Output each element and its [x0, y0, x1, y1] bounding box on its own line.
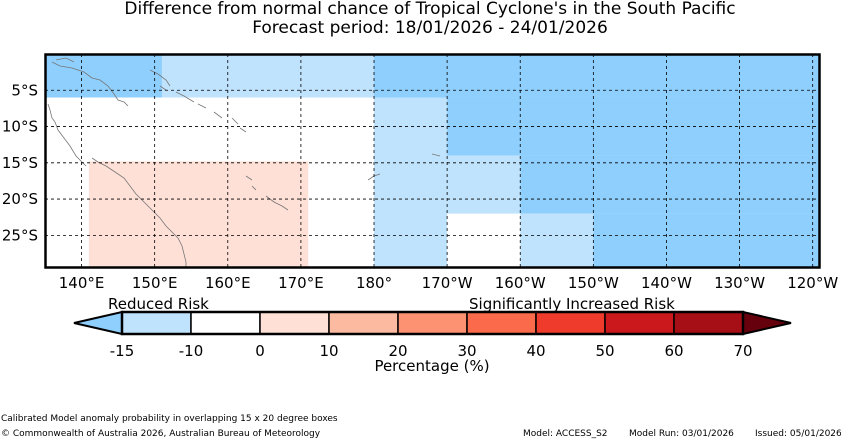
lat-tick-label: 10°S — [2, 118, 38, 136]
anomaly-cell-3 — [374, 97, 448, 268]
longitude-labels: 140°E 150°E 160°E 170°E 180° 170°W 160°W 150°W 1… — [59, 274, 839, 292]
colorbar-segment — [121, 311, 192, 335]
anomaly-cell-9 — [88, 97, 309, 162]
anomaly-cell-6 — [520, 155, 820, 214]
footer-model: Model: ACCESS_S2 — [523, 429, 608, 439]
lat-tick-label: 25°S — [2, 226, 38, 244]
lon-tick-label: 140°W — [641, 274, 692, 292]
colorbar-tick-label: 40 — [526, 342, 545, 360]
anomaly-cell-8 — [593, 213, 820, 268]
coast-new-britain — [149, 69, 171, 91]
colorbar-outline — [120, 310, 745, 336]
coast-solomons — [175, 91, 247, 133]
anomaly-cell-2 — [374, 54, 820, 98]
colorbar-segment — [604, 311, 675, 335]
colorbar-segment — [190, 311, 261, 335]
lon-tick-label: 140°E — [59, 274, 105, 292]
lon-tick-label: 150°E — [132, 274, 178, 292]
colorbar-under-arrow — [73, 310, 123, 336]
colorbar-tick-label: 70 — [733, 342, 752, 360]
colorbar-segment — [535, 311, 606, 335]
colorbar-segment — [466, 311, 537, 335]
footer-copyright: © Commonwealth of Australia 2026, Austra… — [1, 429, 321, 439]
colorbar-tick-labels: -15 -10 0 10 20 30 40 50 60 70 — [110, 342, 753, 360]
colorbar — [73, 310, 792, 336]
latitude-labels: 5°S 10°S 15°S 20°S 25°S — [2, 81, 38, 244]
lon-tick-label: 160°E — [205, 274, 251, 292]
colorbar-segment — [259, 311, 330, 335]
lon-tick-label: 150°W — [568, 274, 619, 292]
footer-description: Calibrated Model anomaly probability in … — [1, 414, 338, 424]
anomaly-cell-5 — [447, 155, 521, 214]
colorbar-tick-label: -15 — [110, 342, 135, 360]
colorbar-segment — [328, 311, 399, 335]
coast-cape-york — [54, 121, 87, 167]
legend-left-label: Reduced Risk — [108, 295, 209, 313]
lon-tick-label: 170°E — [278, 274, 324, 292]
lat-tick-label: 20°S — [2, 190, 38, 208]
lon-tick-label: 130°W — [714, 274, 765, 292]
colorbar-over-arrow — [742, 310, 792, 336]
colorbar-tick-label: 0 — [255, 342, 265, 360]
lon-tick-label: 120°W — [787, 274, 838, 292]
coast-queensland — [91, 157, 187, 268]
footer-issued: Issued: 05/01/2026 — [755, 429, 841, 439]
anomaly-cell-10 — [88, 161, 309, 268]
coast-new-guinea — [51, 57, 129, 107]
colorbar-tick-label: 20 — [388, 342, 407, 360]
chart-title: Difference from normal chance of Tropica… — [124, 0, 736, 19]
lon-tick-label: 170°W — [422, 274, 473, 292]
forecast-period: Forecast period: 18/01/2026 - 24/01/2026 — [252, 18, 608, 38]
colorbar-segment — [673, 311, 744, 335]
lat-tick-label: 15°S — [2, 154, 38, 172]
anomaly-cells — [45, 54, 820, 268]
coastlines — [47, 57, 441, 268]
anomaly-cell-7 — [520, 213, 594, 268]
coast-vanuatu — [245, 175, 257, 191]
coast-gulf-carpentaria — [47, 103, 56, 123]
colorbar-tick-label: 30 — [457, 342, 476, 360]
lon-tick-label: 180° — [356, 274, 392, 292]
colorbar-tick-label: -10 — [179, 342, 204, 360]
anomaly-cell-1 — [161, 54, 375, 98]
legend-right-label: Significantly Increased Risk — [469, 295, 675, 313]
colorbar-tick-label: 50 — [595, 342, 614, 360]
footer-model-run: Model Run: 03/01/2026 — [629, 429, 734, 439]
lat-tick-label: 5°S — [11, 81, 38, 99]
anomaly-cell-0 — [45, 54, 162, 98]
colorbar-tick-label: 10 — [319, 342, 338, 360]
lon-tick-label: 160°W — [495, 274, 546, 292]
colorbar-tick-label: 60 — [664, 342, 683, 360]
colorbar-segment — [397, 311, 468, 335]
map-frame — [44, 53, 821, 269]
colorbar-xlabel: Percentage (%) — [374, 357, 489, 375]
